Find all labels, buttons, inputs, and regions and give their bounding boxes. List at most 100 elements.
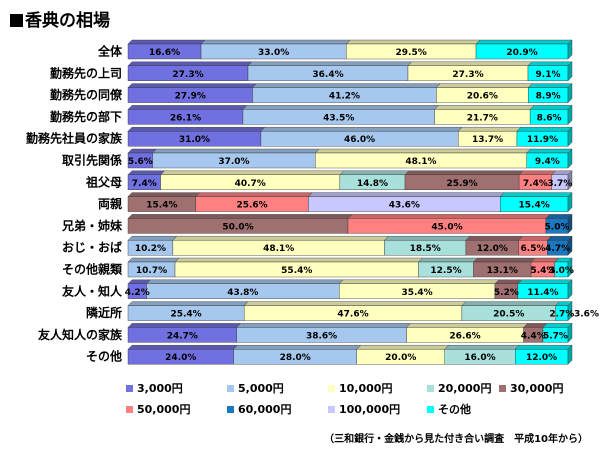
data-label: 3.6% <box>574 310 599 320</box>
data-label: 26.6% <box>449 331 480 341</box>
data-label: 25.6% <box>236 201 267 211</box>
bar-segment-top <box>233 345 362 350</box>
category-label: 友人知人の家族 <box>37 327 123 342</box>
data-label: 20.9% <box>506 48 537 58</box>
bar-segment-top <box>174 257 424 263</box>
data-label: 13.7% <box>472 135 503 145</box>
data-label: 4.2% <box>125 288 150 298</box>
data-label: 33.0% <box>258 48 289 58</box>
bar-segment-top <box>127 301 249 306</box>
data-label: 3.0% <box>549 266 574 276</box>
bar-segment-top <box>527 61 573 67</box>
bar-side <box>567 257 573 278</box>
bar-segment-top <box>260 126 463 132</box>
bar-segment-top <box>160 170 345 176</box>
bar-segment-top <box>517 279 573 284</box>
data-label: 13.1% <box>487 266 518 276</box>
data-label: 48.1% <box>405 157 436 167</box>
bar-segment-top <box>407 61 533 67</box>
data-label: 14.8% <box>357 179 388 189</box>
data-label: 16.0% <box>464 353 495 363</box>
bar-segment-top <box>200 39 351 45</box>
bar-segment-top <box>127 345 239 350</box>
bar-segment-top <box>457 126 522 132</box>
bar-segment-top <box>545 214 573 219</box>
bar-segment-top <box>542 323 573 328</box>
bar-segment-top <box>384 235 471 241</box>
legend-label: 60,000円 <box>238 403 292 416</box>
data-label: 18.5% <box>410 244 441 254</box>
bar-segment-top <box>473 257 536 263</box>
data-label: 24.7% <box>167 331 198 341</box>
bar-side <box>567 39 573 60</box>
data-label: 43.8% <box>227 288 258 298</box>
data-label: 5.4% <box>530 266 555 276</box>
data-label: 31.0% <box>179 135 210 145</box>
bar-side <box>567 344 573 365</box>
bar-segment-top <box>145 279 344 284</box>
data-label: 12.5% <box>430 266 461 276</box>
bar-side <box>567 322 573 343</box>
legend-item: 60,000円 <box>227 401 291 417</box>
data-label: 21.7% <box>467 113 498 123</box>
data-label: 20.6% <box>467 92 498 102</box>
bar-segment-top <box>494 279 523 284</box>
bar-segment-top <box>404 170 524 176</box>
bar-segment-top <box>236 323 412 328</box>
data-label: 43.6% <box>389 201 420 211</box>
bar-segment-top <box>444 345 520 350</box>
bar-segment-top <box>127 148 158 154</box>
category-label: 両親 <box>98 196 122 211</box>
data-label: 4.4% <box>521 331 546 341</box>
bar-segment-top <box>127 39 206 45</box>
bar-segment-top <box>518 235 552 241</box>
data-label: 5.6% <box>128 157 153 167</box>
legend-swatch <box>328 406 335 413</box>
data-label: 5.2% <box>494 288 519 298</box>
legend-label: 5,000円 <box>238 382 284 395</box>
legend-swatch <box>227 406 234 413</box>
bar-side <box>567 279 573 300</box>
bar-segment-top <box>527 83 573 88</box>
data-label: 7.4% <box>523 179 548 189</box>
bar-segment-top <box>356 345 450 350</box>
legend-label: 20,000円 <box>438 382 492 395</box>
bar-side <box>567 148 573 169</box>
data-label: 5.0% <box>545 222 570 232</box>
legend-swatch <box>126 385 133 392</box>
category-label: 勤務先の同僚 <box>50 87 123 102</box>
bar-side <box>567 192 573 213</box>
bar-side <box>567 301 573 322</box>
legend-item: 50,000円 <box>126 401 190 417</box>
data-label: 20.0% <box>385 353 416 363</box>
category-label: 隣近所 <box>86 305 122 320</box>
legend-swatch <box>227 385 234 392</box>
data-label: 37.0% <box>218 157 249 167</box>
data-label: 47.6% <box>337 310 368 320</box>
bar-segment-top <box>127 105 248 110</box>
legend-label: 30,000円 <box>510 382 564 395</box>
category-label: 友人・知人 <box>61 283 123 298</box>
legend-swatch <box>328 385 335 392</box>
bar-side <box>567 235 573 256</box>
bar-side <box>567 104 573 125</box>
category-label: その他親類 <box>62 262 123 277</box>
data-label: 29.5% <box>396 48 427 58</box>
category-label: おじ・おば <box>62 240 122 255</box>
legend-swatch <box>427 385 434 392</box>
data-label: 11.4% <box>527 288 558 298</box>
data-label: 50.0% <box>222 222 253 232</box>
bar-segment-top <box>546 235 573 241</box>
bar-segment-top <box>314 148 532 154</box>
data-label: 15.4% <box>146 201 177 211</box>
legend-swatch <box>427 406 434 413</box>
bar-segment-top <box>529 105 573 110</box>
data-label: 2.7% <box>549 310 574 320</box>
data-label: 46.0% <box>344 135 375 145</box>
data-label: 9.1% <box>536 70 561 80</box>
legend-label: 50,000円 <box>137 403 191 416</box>
bar-segment-top <box>243 301 467 306</box>
category-label: 全体 <box>97 44 123 59</box>
bar-segment-top <box>518 170 557 176</box>
bar-segment-top <box>406 323 529 328</box>
